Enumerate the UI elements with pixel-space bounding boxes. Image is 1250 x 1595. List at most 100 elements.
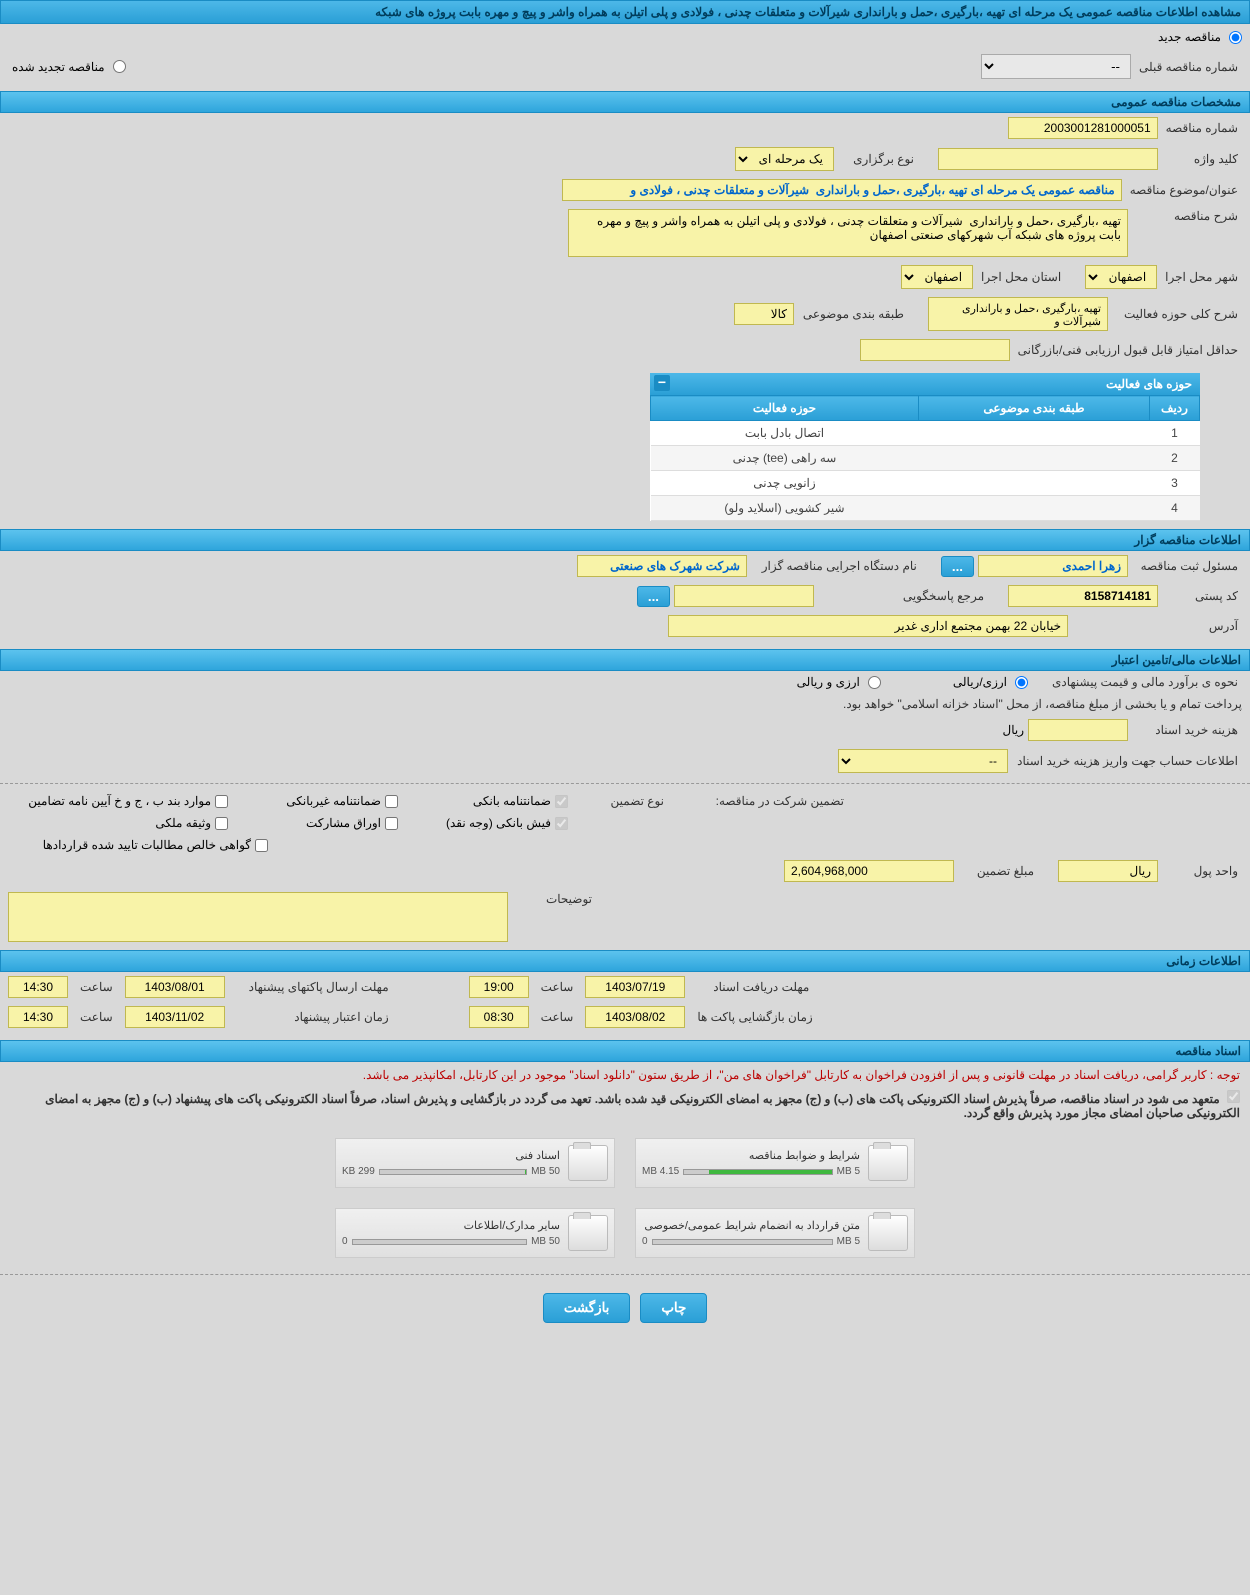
print-button[interactable]: چاپ	[640, 1293, 707, 1323]
chk-bank-label: ضمانتنامه بانکی	[473, 794, 551, 808]
address-input[interactable]	[668, 615, 1068, 637]
progress-bar	[652, 1239, 833, 1245]
time-label-2: ساعت	[76, 980, 117, 994]
doc-size: 0	[642, 1236, 648, 1247]
section-organizer: اطلاعات مناقصه گزار	[0, 529, 1250, 551]
minimize-icon[interactable]: −	[654, 375, 670, 391]
doc-size: 0	[342, 1236, 348, 1247]
postal-input[interactable]	[1008, 585, 1158, 607]
province-select[interactable]: اصفهان	[901, 265, 973, 289]
payment-note: پرداخت تمام و یا بخشی از مبلغ مناقصه، از…	[843, 697, 1242, 711]
type-select[interactable]: یک مرحله ای	[735, 147, 834, 171]
doc-fee-input[interactable]	[1028, 719, 1128, 741]
chk-cash[interactable]	[555, 817, 568, 830]
radio-currency[interactable]	[1015, 676, 1028, 689]
chk-securities-label: اوراق مشارکت	[306, 816, 381, 830]
guarantee-type-label: تضمین شرکت در مناقصه:	[698, 794, 848, 808]
chk-nonbank[interactable]	[385, 795, 398, 808]
org-input[interactable]	[577, 555, 747, 577]
city-select[interactable]: اصفهان	[1085, 265, 1157, 289]
radio-currency-label: ارزی/ریالی	[949, 675, 1011, 689]
doc-title: متن قرارداد به انضمام شرایط عمومی/خصوصی	[642, 1219, 860, 1232]
radio-renewed-tender[interactable]	[113, 60, 126, 73]
unit-label: واحد پول	[1162, 864, 1242, 878]
subject-input[interactable]	[562, 179, 1122, 201]
send-date-input[interactable]	[125, 976, 225, 998]
postal-label: کد پستی	[1162, 589, 1242, 603]
class-label: طبقه بندی موضوعی	[798, 307, 908, 321]
resp-input[interactable]	[978, 555, 1128, 577]
chk-property[interactable]	[215, 817, 228, 830]
unit-input[interactable]	[1058, 860, 1158, 882]
docs-notice: توجه : کاربر گرامی، دریافت اسناد در مهلت…	[0, 1062, 1250, 1088]
open-time-input[interactable]	[469, 1006, 529, 1028]
account-label: اطلاعات حساب جهت واریز هزینه خرید اسناد	[1012, 754, 1242, 768]
docs-commit: متعهد می شود در اسناد مناقصه، صرفاً پذیر…	[0, 1088, 1250, 1128]
notes-textarea[interactable]	[8, 892, 508, 942]
doc-item[interactable]: متن قرارداد به انضمام شرایط عمومی/خصوصی5…	[635, 1208, 915, 1258]
time-label-3: ساعت	[537, 1010, 578, 1024]
valid-time-input[interactable]	[8, 1006, 68, 1028]
table-row: 1اتصال بادل بابت	[651, 421, 1200, 446]
chk-securities[interactable]	[385, 817, 398, 830]
doc-title: اسناد فنی	[342, 1149, 560, 1162]
activity-table-title: حوزه های فعالیت −	[650, 373, 1200, 395]
contact-input[interactable]	[674, 585, 814, 607]
tender-type-radios: مناقصه جدید	[0, 24, 1250, 50]
contact-label: مرجع پاسخگویی	[818, 589, 988, 603]
folder-icon	[868, 1145, 908, 1181]
folder-icon	[568, 1145, 608, 1181]
folder-icon	[568, 1215, 608, 1251]
receive-label: مهلت دریافت اسناد	[693, 980, 813, 994]
section-financial: اطلاعات مالی/تامین اعتبار	[0, 649, 1250, 671]
send-label: مهلت ارسال پاکتهای پیشنهاد	[233, 980, 393, 994]
open-date-input[interactable]	[585, 1006, 685, 1028]
prev-number-select[interactable]: --	[981, 54, 1131, 79]
receive-time-input[interactable]	[469, 976, 529, 998]
table-row: 4شیر کشویی (اسلاید ولو)	[651, 496, 1200, 521]
table-row: 3زانویی چدنی	[651, 471, 1200, 496]
commit-checkbox[interactable]	[1227, 1090, 1240, 1103]
back-button[interactable]: بازگشت	[543, 1293, 631, 1323]
progress-bar	[352, 1239, 528, 1245]
section-time: اطلاعات زمانی	[0, 950, 1250, 972]
valid-label: زمان اعتبار پیشنهاد	[233, 1010, 393, 1024]
keyword-input[interactable]	[938, 148, 1158, 170]
class-input[interactable]	[734, 303, 794, 325]
address-label: آدرس	[1072, 619, 1242, 633]
doc-item[interactable]: سایر مدارک/اطلاعات50 MB0	[335, 1208, 615, 1258]
resp-lookup-button[interactable]: ...	[941, 556, 974, 577]
progress-bar	[683, 1169, 832, 1175]
receive-date-input[interactable]	[585, 976, 685, 998]
radio-new-tender[interactable]	[1229, 31, 1242, 44]
doc-item[interactable]: اسناد فنی50 MB299 KB	[335, 1138, 615, 1188]
doc-fee-label: هزینه خرید اسناد	[1132, 723, 1242, 737]
doc-title: سایر مدارک/اطلاعات	[342, 1219, 560, 1232]
chk-cert[interactable]	[255, 839, 268, 852]
col-class: طبقه بندی موضوعی	[918, 396, 1149, 421]
doc-size: 4.15 MB	[642, 1166, 679, 1177]
desc-textarea[interactable]	[568, 209, 1128, 257]
min-score-input[interactable]	[860, 339, 1010, 361]
valid-date-input[interactable]	[125, 1006, 225, 1028]
account-select[interactable]: --	[838, 749, 1008, 773]
col-activity: حوزه فعالیت	[651, 396, 919, 421]
contact-lookup-button[interactable]: ...	[637, 586, 670, 607]
table-row: 2سه راهی (tee) چدنی	[651, 446, 1200, 471]
doc-item[interactable]: شرایط و ضوابط مناقصه5 MB4.15 MB	[635, 1138, 915, 1188]
province-label: استان محل اجرا	[977, 270, 1065, 284]
desc-label: شرح مناقصه	[1132, 209, 1242, 223]
radio-rial[interactable]	[868, 676, 881, 689]
estimate-label: نحوه ی برآورد مالی و قیمت پیشنهادی	[1032, 675, 1242, 689]
radio-new-label: مناقصه جدید	[1154, 30, 1225, 44]
send-time-input[interactable]	[8, 976, 68, 998]
chk-cert-label: گواهی خالص مطالبات تایید شده قراردادها	[43, 838, 251, 852]
chk-bond[interactable]	[215, 795, 228, 808]
city-label: شهر محل اجرا	[1161, 270, 1242, 284]
doc-title: شرایط و ضوابط مناقصه	[642, 1149, 860, 1162]
tender-no-input[interactable]	[1008, 117, 1158, 139]
chk-bank[interactable]	[555, 795, 568, 808]
guarantee-amount-input[interactable]	[784, 860, 954, 882]
activity-desc-input[interactable]	[928, 297, 1108, 331]
progress-bar	[379, 1169, 527, 1175]
